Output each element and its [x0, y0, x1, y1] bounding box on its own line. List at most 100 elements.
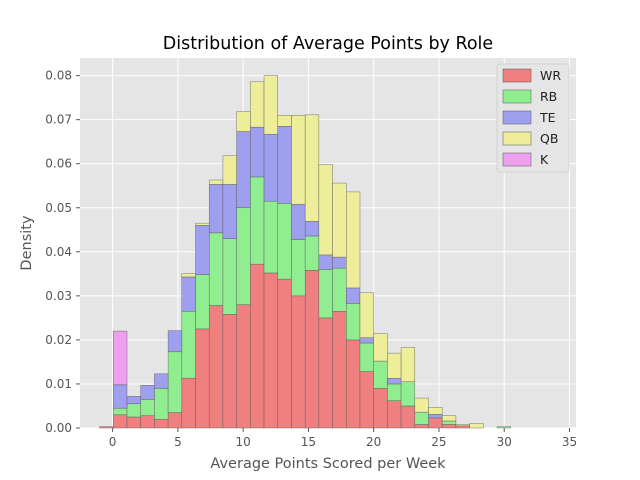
- bar-te: [428, 414, 443, 419]
- bar-te: [359, 337, 374, 344]
- bar-te: [181, 276, 196, 312]
- bar-wr: [400, 405, 416, 429]
- bar-qb: [304, 114, 320, 222]
- y-tick-label: 0.06: [45, 157, 72, 171]
- legend-swatch-qb: [502, 131, 532, 146]
- bar-qb: [455, 424, 470, 427]
- bar-rb: [414, 411, 429, 425]
- bar-te: [140, 385, 155, 400]
- legend-label-wr: WR: [540, 68, 561, 83]
- bar-qb: [387, 352, 402, 379]
- x-tick-label: 5: [174, 435, 182, 449]
- bar-rb: [441, 420, 457, 425]
- bar-wr: [154, 418, 169, 429]
- legend: WR RB TE QB K: [496, 63, 570, 173]
- bar-rb: [332, 267, 347, 312]
- x-tick-label: 20: [366, 435, 381, 449]
- bar-qb: [208, 179, 224, 185]
- x-tick-label: 15: [301, 435, 316, 449]
- bar-qb: [332, 182, 347, 258]
- bar-rb: [208, 232, 224, 306]
- bar-wr: [126, 416, 141, 429]
- bar-te: [387, 377, 402, 385]
- bar-wr: [208, 305, 224, 429]
- bar-qb: [441, 415, 457, 422]
- bar-te: [195, 225, 210, 275]
- bar-wr: [455, 425, 470, 429]
- bar-wr: [140, 415, 155, 429]
- bar-rb: [373, 360, 388, 389]
- bar-wr: [414, 424, 429, 429]
- bar-wr: [359, 371, 374, 429]
- bar-rb: [140, 399, 155, 416]
- bar-te: [318, 254, 333, 270]
- bar-qb: [291, 115, 306, 205]
- bar-qb: [263, 75, 278, 135]
- bar-te: [332, 256, 347, 269]
- y-tick-label: 0.08: [45, 69, 72, 83]
- bar-wr: [99, 426, 114, 429]
- legend-label-te: TE: [539, 110, 556, 125]
- x-tick-label: 25: [431, 435, 446, 449]
- bar-rb: [496, 426, 511, 429]
- y-axis-ticks: 0.00 0.01 0.02 0.03 0.04 0.05 0.06 0.07 0.08: [45, 69, 80, 435]
- bar-qb: [181, 273, 196, 278]
- bar-wr: [291, 295, 306, 429]
- bar-wr: [236, 304, 251, 429]
- bar-rb: [250, 176, 265, 265]
- bar-te: [346, 287, 361, 304]
- legend-swatch-wr: [502, 68, 532, 83]
- bar-rb: [263, 200, 278, 274]
- bar-qb: [359, 292, 374, 338]
- bar-rb: [291, 239, 306, 297]
- bar-rb: [113, 407, 128, 416]
- bar-rb: [318, 269, 333, 319]
- bar-rb: [181, 311, 196, 379]
- bar-qb: [469, 423, 484, 429]
- bar-qb: [414, 397, 429, 413]
- chart-title: Distribution of Average Points by Role: [163, 34, 493, 54]
- bar-rb: [222, 238, 237, 315]
- bar-te: [291, 203, 306, 240]
- bar-rb: [400, 381, 416, 407]
- legend-label-rb: RB: [540, 89, 557, 104]
- bar-qb: [346, 191, 361, 289]
- histogram-bars: [99, 75, 511, 429]
- bar-wr: [304, 270, 320, 429]
- y-tick-label: 0.02: [45, 333, 72, 347]
- bar-te: [277, 126, 292, 204]
- bar-wr: [263, 272, 278, 429]
- bar-rb: [277, 203, 292, 280]
- bar-wr: [441, 424, 457, 429]
- bar-qb: [400, 347, 416, 382]
- bar-qb: [428, 407, 443, 415]
- bar-qb: [318, 164, 333, 256]
- bar-wr: [346, 339, 361, 429]
- bar-te: [167, 330, 183, 353]
- bar-wr: [113, 414, 128, 429]
- bar-rb: [359, 342, 374, 372]
- bar-rb: [387, 383, 402, 401]
- bar-wr: [428, 417, 443, 429]
- y-tick-label: 0.01: [45, 377, 72, 391]
- legend-swatch-k: [502, 152, 532, 167]
- bar-k: [113, 330, 128, 386]
- bar-qb: [222, 155, 237, 185]
- bar-wr: [181, 377, 196, 429]
- bar-te: [263, 133, 278, 202]
- bar-qb: [195, 222, 210, 226]
- bar-te: [126, 396, 141, 405]
- bar-te: [304, 221, 320, 237]
- bar-wr: [277, 278, 292, 429]
- bar-wr: [167, 412, 183, 429]
- bar-qb: [236, 111, 251, 132]
- bar-qb: [250, 81, 265, 128]
- x-tick-label: 35: [562, 435, 577, 449]
- x-tick-label: 30: [497, 435, 512, 449]
- bar-rb: [126, 403, 141, 418]
- bar-te: [222, 184, 237, 239]
- x-axis-ticks: 0 5 10 15 20 25 30 35: [109, 428, 577, 449]
- bar-wr: [332, 311, 347, 429]
- bar-te: [208, 184, 224, 234]
